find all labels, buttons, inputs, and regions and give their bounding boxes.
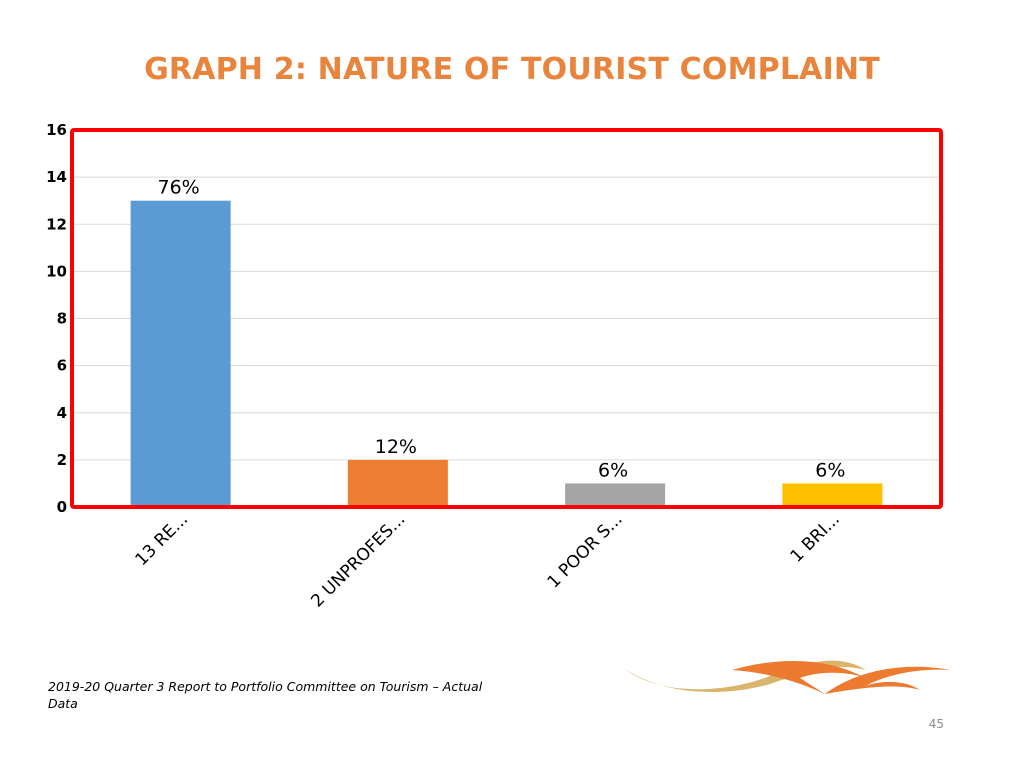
bars — [130, 200, 883, 507]
x-axis-labels: 13 RE... 2 UNPROFES... 1 POOR S... 1 BRI... — [131, 509, 843, 611]
chart-title: GRAPH 2: NATURE OF TOURIST COMPLAINT — [144, 52, 880, 87]
red-frame — [70, 128, 943, 509]
bar — [565, 483, 666, 507]
data-label: 76% — [158, 177, 200, 199]
data-label: 12% — [375, 436, 417, 458]
y-axis-ticks: 0 2 4 6 8 10 12 14 16 — [46, 121, 67, 516]
source-note: 2019-20 Quarter 3 Report to Portfolio Co… — [48, 679, 483, 711]
y-tick-label: 12 — [46, 215, 67, 233]
y-tick-label: 14 — [46, 168, 67, 186]
y-tick-label: 6 — [57, 357, 67, 375]
y-tick-label: 2 — [57, 451, 67, 469]
y-tick-label: 10 — [46, 262, 67, 280]
data-labels: 76% 12% 6% 6% — [158, 177, 846, 482]
y-tick-label: 8 — [57, 310, 67, 328]
x-tick-label: 1 BRI... — [787, 509, 844, 566]
bar — [782, 483, 883, 507]
data-label: 6% — [815, 459, 845, 481]
bar-chart: 0 2 4 6 8 10 12 14 16 76% 12% 6% 6% 13 RE... 2 UNPRO… — [46, 121, 943, 611]
y-tick-label: 16 — [46, 121, 67, 139]
y-tick-label: 0 — [57, 498, 67, 516]
x-tick-label: 13 RE... — [131, 509, 192, 570]
x-tick-label: 1 POOR S... — [544, 509, 627, 592]
data-label: 6% — [598, 459, 628, 481]
page-number: 45 — [928, 717, 944, 731]
chart-frame — [70, 128, 943, 509]
y-tick-label: 4 — [57, 404, 67, 422]
x-tick-label: 2 UNPROFES... — [307, 509, 409, 611]
bar — [347, 459, 448, 507]
bar — [130, 200, 231, 507]
logo-swoosh-icon — [624, 660, 950, 694]
